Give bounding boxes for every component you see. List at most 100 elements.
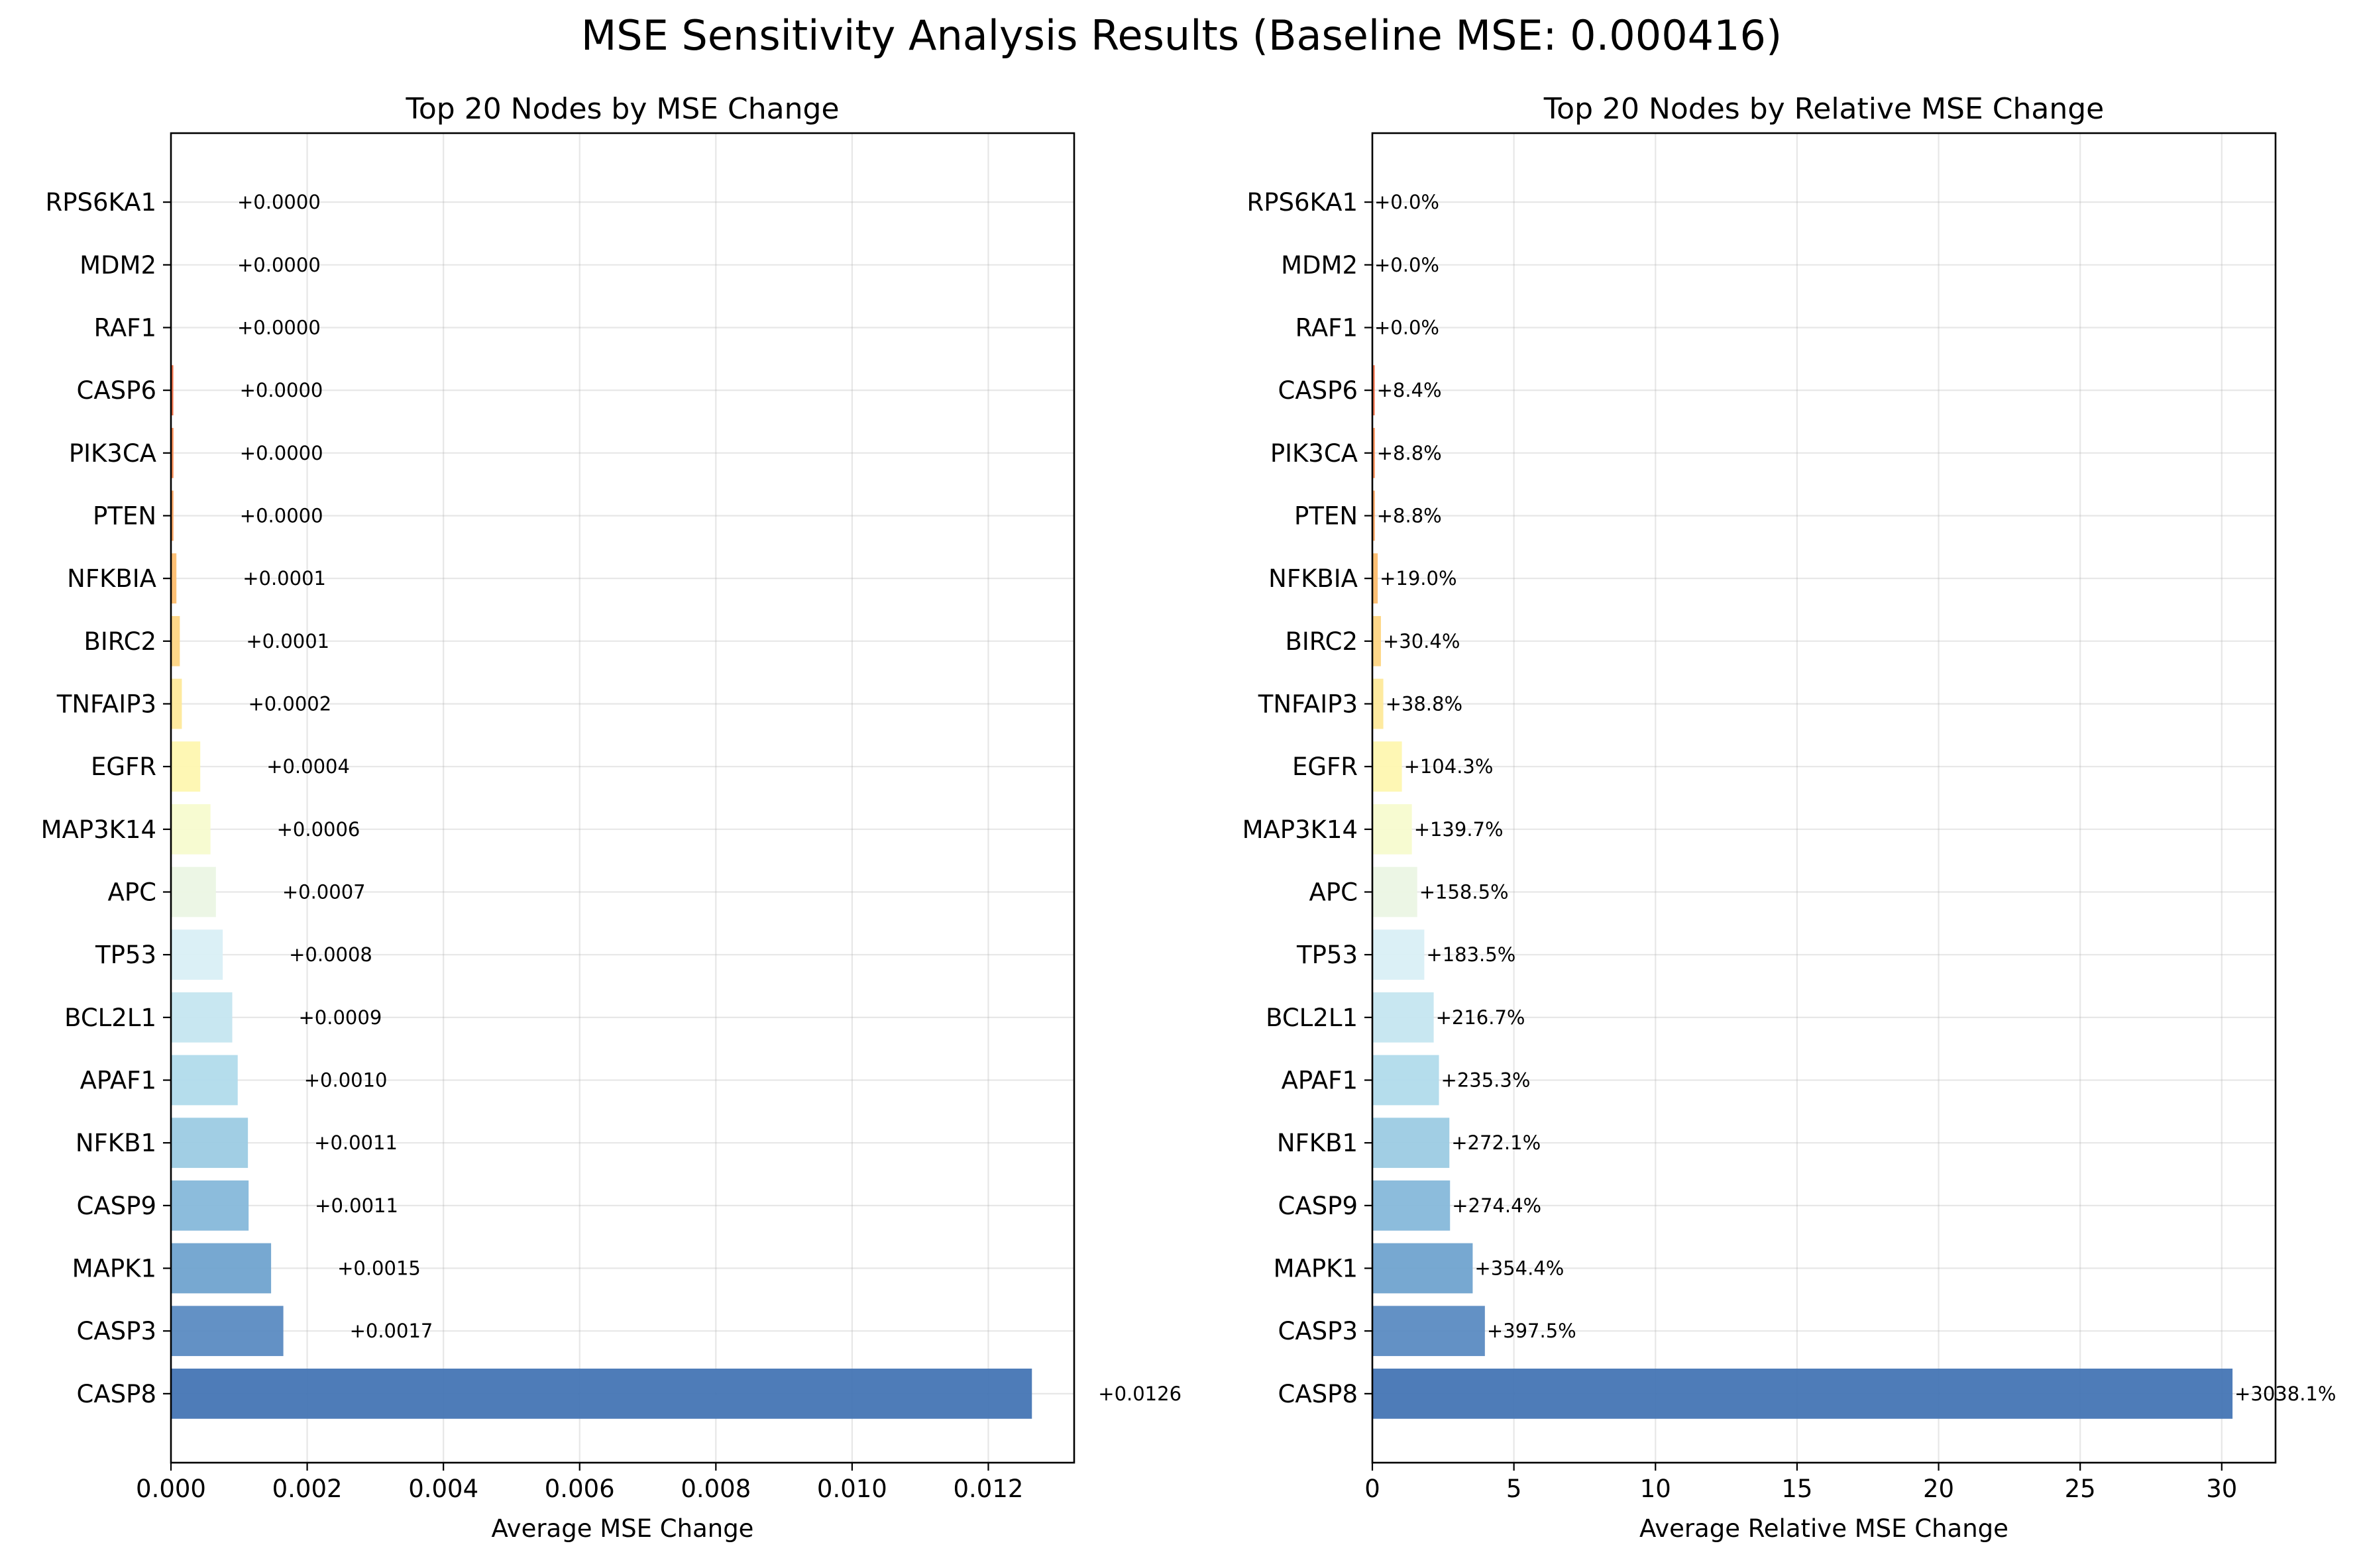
right-chart-ytick-label-bcl2l1: BCL2L1 [1266,1004,1358,1032]
left-chart-title: Top 20 Nodes by MSE Change [405,92,839,126]
left-chart-xtick-label-2: 0.004 [408,1475,478,1503]
left-chart-value-labels: +0.0126 +0.0017 +0.0015 +0.0011 +0.0011 +0.00… [237,191,1182,1405]
left-chart-value-label-pten: +0.0000 [240,504,323,527]
left-chart-panel: Top 20 Nodes by MSE Change Average MSE C… [41,92,1182,1543]
left-chart-bar-pten [171,490,174,541]
right-chart-value-label-map3k14: +139.7% [1414,818,1504,841]
left-chart-bar-pik3ca [171,427,174,478]
right-chart-value-label-egfr: +104.3% [1404,755,1494,778]
right-chart-ytick-label-nfkbia: NFKBIA [1268,564,1358,593]
figure-title: MSE Sensitivity Analysis Results (Baseli… [581,11,1782,60]
left-chart-ytick-label-map3k14: MAP3K14 [41,815,156,844]
right-chart-value-label-tp53: +183.5% [1426,943,1515,966]
left-chart-xtick-label-3: 0.006 [545,1475,615,1503]
left-chart-xtick-label-6: 0.012 [954,1475,1024,1503]
right-chart-bar-mapk1 [1372,1243,1473,1294]
right-chart-value-label-bcl2l1: +216.7% [1436,1006,1525,1029]
left-chart-value-label-casp8: +0.0126 [1098,1383,1182,1405]
left-chart-value-label-apaf1: +0.0010 [304,1069,388,1092]
right-chart-bar-nfkb1 [1372,1118,1450,1169]
right-chart-bar-pik3ca [1372,427,1375,478]
left-chart-ytick-label-bcl2l1: BCL2L1 [64,1004,156,1032]
right-chart-ytick-label-apc: APC [1309,878,1358,907]
left-chart-ytick-label-casp9: CASP9 [77,1192,157,1220]
right-chart-xtick-label-6: 30 [2206,1475,2237,1503]
left-chart-ytick-label-casp3: CASP3 [77,1317,157,1345]
left-chart-bar-tnfaip3 [171,678,182,729]
right-chart-value-label-pik3ca: +8.8% [1377,442,1442,464]
right-chart-value-label-birc2: +30.4% [1383,630,1460,653]
right-chart-bar-pten [1372,490,1375,541]
left-chart-value-label-apc: +0.0007 [282,881,366,904]
right-chart-value-label-rps6ka1: +0.0% [1374,191,1439,213]
left-chart-grid [170,133,1074,1463]
left-chart-bars [171,365,1032,1419]
right-chart-bar-egfr [1372,741,1402,792]
right-chart-xtick-label-2: 10 [1640,1475,1671,1503]
right-chart-value-label-apaf1: +235.3% [1441,1069,1531,1092]
left-chart-bar-egfr [171,741,201,792]
right-chart-ytick-label-casp9: CASP9 [1278,1192,1358,1220]
left-chart-bar-birc2 [171,615,180,666]
left-chart-xtick-label-5: 0.010 [817,1475,887,1503]
left-chart-value-label-mdm2: +0.0000 [237,254,321,276]
left-chart-ytick-label-raf1: RAF1 [94,313,156,342]
left-chart-bar-nfkb1 [171,1118,248,1169]
right-chart-value-label-casp8: +3038.1% [2234,1383,2336,1405]
right-chart-ytick-label-birc2: BIRC2 [1285,627,1358,656]
left-chart-ytick-label-birc2: BIRC2 [83,627,156,656]
left-chart-xtick-label-0: 0.000 [136,1475,206,1503]
right-chart-bar-bcl2l1 [1372,992,1434,1043]
left-chart-value-label-bcl2l1: +0.0009 [299,1006,382,1029]
left-chart-value-label-rps6ka1: +0.0000 [237,191,321,213]
left-chart-bar-tp53 [171,929,223,980]
left-chart-value-label-map3k14: +0.0006 [277,818,360,841]
right-chart-bar-casp8 [1372,1368,2233,1419]
right-chart-bar-map3k14 [1372,804,1412,855]
right-chart-ytick-label-apaf1: APAF1 [1282,1067,1358,1095]
right-chart-ytick-label-egfr: EGFR [1292,753,1358,781]
right-chart-ytick-label-pten: PTEN [1294,501,1358,530]
left-chart-value-label-casp3: +0.0017 [350,1320,433,1342]
left-chart-bar-bcl2l1 [171,992,233,1043]
right-chart-bar-apc [1372,866,1417,917]
left-chart-value-label-birc2: +0.0001 [246,630,329,653]
right-chart-value-label-raf1: +0.0% [1374,316,1439,339]
right-chart-value-label-mapk1: +354.4% [1474,1257,1564,1280]
right-chart-ytick-label-casp8: CASP8 [1278,1380,1358,1408]
left-chart-bar-apaf1 [171,1055,238,1106]
right-chart-ytick-label-casp3: CASP3 [1278,1317,1358,1345]
left-chart-ytick-label-apc: APC [108,878,156,907]
right-chart-ytick-label-nfkb1: NFKB1 [1277,1129,1358,1157]
left-chart-bar-casp8 [171,1368,1032,1419]
right-chart-value-label-nfkb1: +272.1% [1451,1131,1541,1154]
left-chart-xtick-label-1: 0.002 [272,1475,343,1503]
right-chart-xtick-label-3: 15 [1781,1475,1812,1503]
left-chart-ytick-label-pten: PTEN [93,501,156,530]
left-chart-value-label-pik3ca: +0.0000 [240,442,323,464]
left-chart-bar-casp6 [171,365,174,416]
left-chart-ytick-label-nfkb1: NFKB1 [76,1129,156,1157]
right-chart-panel: Top 20 Nodes by Relative MSE Change Aver… [1242,92,2336,1543]
right-chart-title: Top 20 Nodes by Relative MSE Change [1543,92,2104,126]
right-chart-bar-casp3 [1372,1306,1485,1357]
left-chart-bar-casp9 [171,1180,249,1231]
left-chart-value-label-raf1: +0.0000 [237,316,321,339]
right-chart-xtick-label-5: 25 [2065,1475,2096,1503]
left-chart-ytick-label-egfr: EGFR [91,753,156,781]
left-chart-value-label-tnfaip3: +0.0002 [248,692,331,715]
right-chart-bars [1372,365,2233,1419]
left-chart-bar-nfkbia [171,553,177,604]
left-chart-ytick-label-tnfaip3: TNFAIP3 [56,690,156,718]
left-chart-ytick-label-mdm2: MDM2 [80,251,156,280]
left-chart-value-label-casp6: +0.0000 [240,379,323,401]
right-chart-xtick-label-4: 20 [1923,1475,1954,1503]
left-chart-value-label-egfr: +0.0004 [266,755,350,778]
right-chart-bar-casp6 [1372,365,1375,416]
right-chart-bar-casp9 [1372,1180,1451,1231]
right-chart-value-label-casp3: +397.5% [1487,1320,1576,1342]
right-chart-bar-tp53 [1372,929,1425,980]
left-chart-ytick-label-casp8: CASP8 [77,1380,157,1408]
left-chart-ytick-label-mapk1: MAPK1 [72,1255,156,1283]
